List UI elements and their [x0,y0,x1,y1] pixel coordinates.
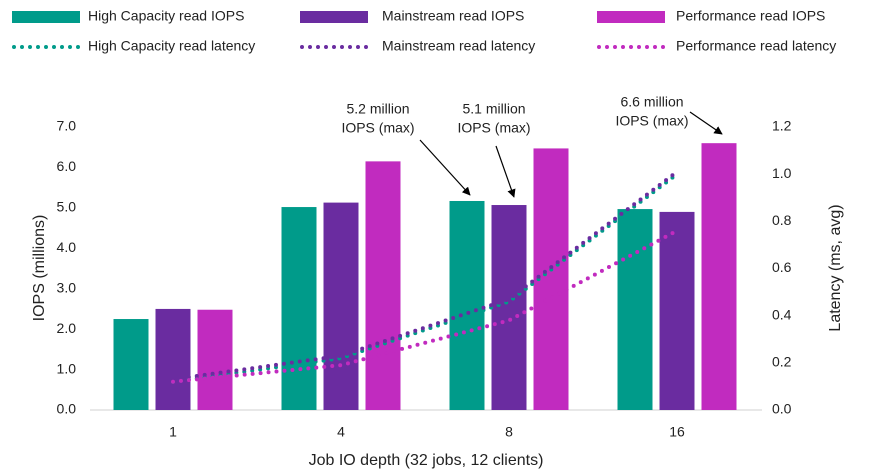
bar [323,202,359,410]
y2-tick-label: 1.2 [772,118,792,134]
y2-axis-title: Latency (ms, avg) [827,204,844,331]
y2-tick-label: 1.0 [772,165,792,181]
annotation: IOPS (max) [615,113,688,129]
bar [491,205,527,410]
latency-line [171,228,679,384]
x-tick-label: 16 [669,424,685,440]
legend-label: Performance read latency [676,38,836,54]
legend-label: High Capacity read latency [88,38,255,54]
y-tick-label: 3.0 [57,279,77,295]
x-tick-label: 4 [337,424,345,440]
legend-label: Mainstream read latency [382,38,535,54]
bar [449,200,485,410]
annotation-arrow [689,111,723,135]
annotation: IOPS (max) [341,120,414,136]
y2-tick-label: 0.2 [772,354,792,370]
latency-line [171,172,679,384]
bar [617,209,653,410]
annotation: 5.1 million [462,101,525,117]
y2-tick-label: 0.6 [772,259,792,275]
legend-swatch [300,11,368,23]
y-tick-label: 7.0 [57,118,77,134]
legend-label: High Capacity read IOPS [88,8,244,24]
y-axis-title: IOPS (millions) [31,215,48,322]
latency-line [171,169,679,382]
x-axis-title: Job IO depth (32 jobs, 12 clients) [309,452,544,469]
annotation: IOPS (max) [457,120,530,136]
bar [659,211,695,410]
bar [197,309,233,410]
y-tick-label: 0.0 [57,401,77,417]
y-tick-label: 5.0 [57,199,77,215]
annotation: 5.2 million [346,101,409,117]
annotation-arrow [419,139,471,196]
bar [113,319,149,410]
y2-tick-label: 0.4 [772,306,792,322]
legend-swatch [12,11,80,23]
bar [281,207,317,410]
y-tick-label: 1.0 [57,360,77,376]
bar [155,308,191,410]
bar [701,143,737,410]
legend-swatch [597,11,665,23]
annotation-arrow [495,145,516,198]
legend-label: Performance read IOPS [676,8,825,24]
bar [365,161,401,410]
x-tick-label: 8 [505,424,513,440]
y-tick-label: 6.0 [57,158,77,174]
y-tick-label: 2.0 [57,320,77,336]
x-tick-label: 1 [169,424,177,440]
y2-tick-label: 0.0 [772,401,792,417]
legend-label: Mainstream read IOPS [382,8,524,24]
annotation: 6.6 million [620,94,683,110]
y2-tick-label: 0.8 [772,212,792,228]
y-tick-label: 4.0 [57,239,77,255]
